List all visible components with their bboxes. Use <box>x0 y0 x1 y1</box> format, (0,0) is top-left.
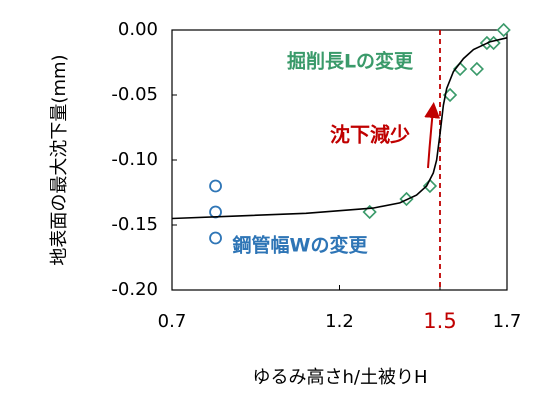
x-tick-label: 1.2 <box>325 311 354 332</box>
x-tick-label: 0.7 <box>158 311 187 332</box>
x-axis-label: ゆるみ高さh/土被りH <box>252 367 427 388</box>
series-label: 鋼管幅Wの変更 <box>232 234 369 257</box>
y-axis-label: 地表面の最大沈下量(mm) <box>49 54 70 265</box>
y-tick-label: -0.15 <box>111 214 158 235</box>
y-tick-label: -0.05 <box>111 84 158 105</box>
point <box>209 231 222 245</box>
y-tick-label: 0.00 <box>118 19 158 40</box>
y-tick-label: -0.10 <box>111 149 158 170</box>
curve <box>171 37 508 220</box>
series-label: 掘削長Lの変更 <box>287 50 414 73</box>
x-tick-label: 1.5 <box>423 309 456 333</box>
y-tick-label: -0.20 <box>111 279 158 300</box>
point <box>209 179 222 193</box>
point <box>469 61 484 77</box>
arrow <box>424 102 441 169</box>
point <box>422 178 438 194</box>
annotation: 沈下減少 <box>330 123 410 147</box>
x-tick-label: 1.7 <box>493 311 522 332</box>
point <box>496 22 511 38</box>
point <box>209 205 222 219</box>
